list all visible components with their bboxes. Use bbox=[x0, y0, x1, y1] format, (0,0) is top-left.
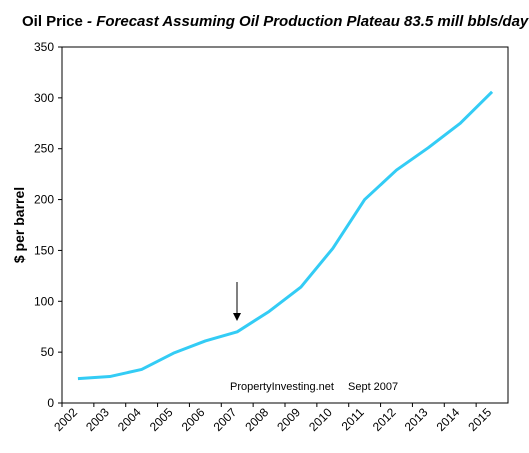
x-tick-label: 2008 bbox=[242, 405, 271, 434]
x-tick-label: 2015 bbox=[465, 405, 494, 434]
x-tick-label: 2004 bbox=[115, 405, 144, 434]
x-tick-label: 2002 bbox=[51, 405, 80, 434]
x-tick-label: 2012 bbox=[370, 405, 399, 434]
subtitle: - Forecast Assuming Oil Production Plate… bbox=[87, 13, 529, 30]
annotation: PropertyInvesting.net bbox=[230, 381, 334, 393]
x-tick-label: 2014 bbox=[434, 405, 463, 434]
x-tick-label: 2013 bbox=[402, 405, 431, 434]
x-tick-label: 2009 bbox=[274, 405, 303, 434]
x-tick-label: 2010 bbox=[306, 405, 335, 434]
x-tick-label: 2007 bbox=[211, 405, 240, 434]
plot-area bbox=[61, 46, 509, 404]
arrow-head bbox=[233, 313, 241, 321]
y-axis-label: $ per barrel bbox=[11, 187, 27, 263]
y-tick-label: 150 bbox=[34, 243, 54, 257]
y-tick-label: 250 bbox=[34, 142, 54, 156]
title: Oil Price bbox=[22, 13, 83, 30]
y-tick-label: 50 bbox=[41, 345, 55, 359]
x-tick-label: 2011 bbox=[339, 405, 367, 433]
x-tick-label: 2003 bbox=[83, 405, 112, 434]
y-tick-label: 200 bbox=[34, 193, 54, 207]
chart-title: Oil Price - Forecast Assuming Oil Produc… bbox=[22, 13, 529, 30]
x-tick-label: 2005 bbox=[147, 405, 176, 434]
y-tick-label: 300 bbox=[34, 91, 54, 105]
x-tick-label: 2006 bbox=[179, 405, 208, 434]
y-tick-label: 0 bbox=[47, 396, 54, 410]
y-tick-label: 350 bbox=[34, 40, 54, 54]
y-tick-label: 100 bbox=[34, 294, 54, 308]
annotation: Sept 2007 bbox=[348, 381, 398, 393]
data-line bbox=[77, 90, 494, 381]
